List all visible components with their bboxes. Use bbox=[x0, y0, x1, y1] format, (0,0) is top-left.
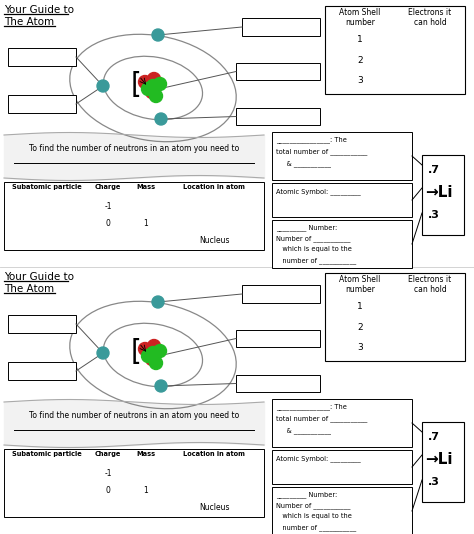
Text: Nucleus: Nucleus bbox=[199, 503, 230, 512]
Text: -1: -1 bbox=[104, 469, 112, 478]
Text: [: [ bbox=[130, 71, 141, 99]
Text: Number of ___________: Number of ___________ bbox=[276, 502, 350, 509]
Text: 0: 0 bbox=[106, 219, 110, 228]
Text: Mass: Mass bbox=[137, 451, 155, 457]
Circle shape bbox=[146, 85, 158, 98]
Text: Mass: Mass bbox=[137, 184, 155, 190]
FancyBboxPatch shape bbox=[325, 6, 465, 94]
Text: ________________: The: ________________: The bbox=[276, 136, 347, 143]
Text: Your Guide to: Your Guide to bbox=[4, 272, 74, 282]
FancyBboxPatch shape bbox=[272, 183, 412, 217]
FancyBboxPatch shape bbox=[272, 132, 412, 180]
FancyBboxPatch shape bbox=[325, 273, 465, 361]
Circle shape bbox=[149, 90, 163, 103]
Circle shape bbox=[142, 349, 155, 363]
Text: Location in atom: Location in atom bbox=[183, 451, 246, 457]
Text: 0: 0 bbox=[106, 486, 110, 495]
Circle shape bbox=[146, 352, 158, 365]
FancyBboxPatch shape bbox=[236, 375, 320, 392]
FancyBboxPatch shape bbox=[236, 108, 320, 125]
Text: Electrons it
can hold: Electrons it can hold bbox=[409, 8, 452, 27]
FancyBboxPatch shape bbox=[4, 182, 264, 250]
Circle shape bbox=[155, 380, 167, 392]
Text: [: [ bbox=[130, 338, 141, 366]
FancyBboxPatch shape bbox=[8, 95, 76, 113]
Circle shape bbox=[152, 296, 164, 308]
Text: number of ___________: number of ___________ bbox=[276, 257, 356, 264]
Text: which is equal to the: which is equal to the bbox=[276, 246, 352, 252]
Text: Atom Shell
number: Atom Shell number bbox=[339, 8, 381, 27]
Text: .7: .7 bbox=[428, 165, 440, 175]
Text: .3: .3 bbox=[428, 210, 440, 220]
Text: Nucleus: Nucleus bbox=[199, 236, 230, 245]
Text: Atom Shell
number: Atom Shell number bbox=[339, 275, 381, 294]
Circle shape bbox=[146, 347, 159, 359]
Circle shape bbox=[146, 80, 159, 92]
Circle shape bbox=[155, 113, 167, 125]
FancyBboxPatch shape bbox=[272, 487, 412, 534]
Text: total number of ___________: total number of ___________ bbox=[276, 148, 367, 155]
Text: Charge: Charge bbox=[95, 451, 121, 457]
Circle shape bbox=[142, 82, 155, 96]
FancyBboxPatch shape bbox=[236, 330, 320, 347]
Text: To find the number of neutrons in an atom you need to: To find the number of neutrons in an ato… bbox=[29, 411, 239, 420]
Text: 3: 3 bbox=[357, 343, 363, 352]
Text: Subatomic particle: Subatomic particle bbox=[12, 451, 82, 457]
FancyBboxPatch shape bbox=[242, 18, 320, 36]
Text: .3: .3 bbox=[428, 477, 440, 487]
Text: 1: 1 bbox=[144, 486, 148, 495]
Text: 2: 2 bbox=[357, 56, 363, 65]
FancyBboxPatch shape bbox=[272, 220, 412, 268]
Text: →Li: →Li bbox=[425, 185, 453, 200]
Text: 1: 1 bbox=[357, 35, 363, 44]
Text: Electrons it
can hold: Electrons it can hold bbox=[409, 275, 452, 294]
Text: ________________: The: ________________: The bbox=[276, 403, 347, 410]
Text: The Atom: The Atom bbox=[4, 284, 54, 294]
Text: Atomic Symbol: _________: Atomic Symbol: _________ bbox=[276, 455, 361, 462]
FancyBboxPatch shape bbox=[272, 450, 412, 484]
Circle shape bbox=[154, 77, 166, 90]
Text: & ___________: & ___________ bbox=[276, 160, 331, 167]
Circle shape bbox=[138, 342, 152, 356]
Text: Subatomic particle: Subatomic particle bbox=[12, 184, 82, 190]
Circle shape bbox=[154, 344, 166, 357]
FancyBboxPatch shape bbox=[236, 63, 320, 80]
Text: & ___________: & ___________ bbox=[276, 427, 331, 434]
FancyBboxPatch shape bbox=[8, 48, 76, 66]
Text: number of ___________: number of ___________ bbox=[276, 524, 356, 531]
Text: To find the number of neutrons in an atom you need to: To find the number of neutrons in an ato… bbox=[29, 144, 239, 153]
Text: Atomic Symbol: _________: Atomic Symbol: _________ bbox=[276, 188, 361, 195]
FancyBboxPatch shape bbox=[422, 422, 464, 502]
Circle shape bbox=[152, 29, 164, 41]
FancyBboxPatch shape bbox=[8, 362, 76, 380]
Text: 3: 3 bbox=[357, 76, 363, 85]
FancyBboxPatch shape bbox=[422, 155, 464, 235]
FancyBboxPatch shape bbox=[242, 285, 320, 303]
Text: .7: .7 bbox=[428, 432, 440, 442]
Text: Charge: Charge bbox=[95, 184, 121, 190]
Text: Number of ___________: Number of ___________ bbox=[276, 235, 350, 242]
Text: _________ Number:: _________ Number: bbox=[276, 491, 337, 498]
Text: The Atom: The Atom bbox=[4, 17, 54, 27]
FancyBboxPatch shape bbox=[8, 315, 76, 333]
Text: _________ Number:: _________ Number: bbox=[276, 224, 337, 231]
Text: -1: -1 bbox=[104, 202, 112, 211]
Circle shape bbox=[149, 357, 163, 370]
Circle shape bbox=[138, 75, 152, 89]
Text: →Li: →Li bbox=[425, 452, 453, 467]
Circle shape bbox=[147, 340, 161, 352]
FancyBboxPatch shape bbox=[4, 449, 264, 517]
Circle shape bbox=[97, 80, 109, 92]
Circle shape bbox=[147, 73, 161, 85]
Circle shape bbox=[97, 347, 109, 359]
Text: 1: 1 bbox=[144, 219, 148, 228]
Text: 2: 2 bbox=[357, 323, 363, 332]
Text: 1: 1 bbox=[357, 302, 363, 311]
Text: which is equal to the: which is equal to the bbox=[276, 513, 352, 519]
Text: Location in atom: Location in atom bbox=[183, 184, 246, 190]
Text: total number of ___________: total number of ___________ bbox=[276, 415, 367, 422]
FancyBboxPatch shape bbox=[272, 399, 412, 447]
Text: Your Guide to: Your Guide to bbox=[4, 5, 74, 15]
